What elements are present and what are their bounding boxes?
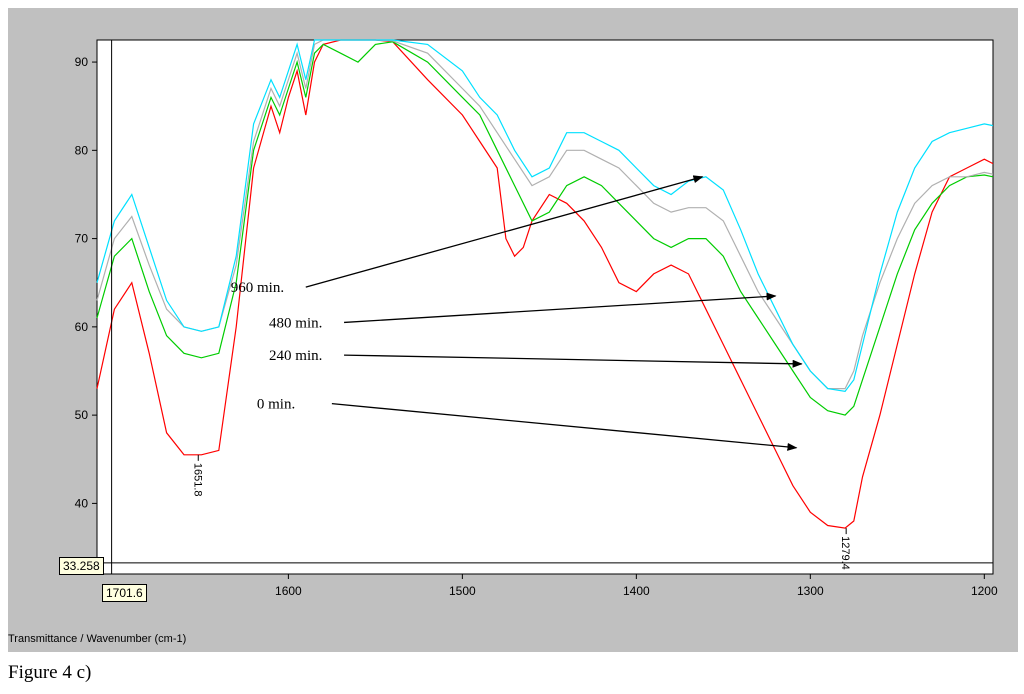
x-tick-label: 1200 bbox=[971, 584, 998, 598]
x-tick-label: 1500 bbox=[449, 584, 476, 598]
series-line-1 bbox=[96, 41, 994, 416]
series-group bbox=[96, 39, 994, 529]
x-cursor-readout: 1701.6 bbox=[102, 584, 147, 602]
y-tick-label: 90 bbox=[75, 55, 89, 69]
y-tick-label: 50 bbox=[75, 408, 89, 422]
y-tick-label: 40 bbox=[75, 496, 89, 510]
x-tick-label: 1600 bbox=[275, 584, 302, 598]
peak-label: 1279.4 bbox=[839, 536, 851, 570]
x-tick-label: 1300 bbox=[797, 584, 824, 598]
y-axis: 40 50 60 70 80 90 bbox=[75, 55, 97, 510]
annotation-label-1: 480 min. bbox=[269, 315, 322, 331]
annotation-arrow-1 bbox=[344, 292, 777, 324]
x-axis: 1600 1500 1400 1300 1200 bbox=[275, 574, 998, 598]
annotation-arrow-2 bbox=[344, 354, 803, 368]
peak-labels: 1651.8 1279.4 bbox=[191, 454, 851, 570]
cursor-group bbox=[97, 40, 993, 574]
y-tick-label: 70 bbox=[75, 232, 89, 246]
x-tick-label: 1400 bbox=[623, 584, 650, 598]
annotation-arrow-3 bbox=[331, 403, 798, 451]
y-tick-label: 60 bbox=[75, 320, 89, 334]
annotation-label-2: 240 min. bbox=[269, 348, 322, 364]
annotation-arrow-0 bbox=[305, 175, 704, 288]
series-line-2 bbox=[96, 39, 994, 390]
figure-caption: Figure 4 c) bbox=[8, 662, 92, 683]
axis-title: Transmittance / Wavenumber (cm-1) bbox=[8, 633, 187, 645]
annotations: 960 min. 480 min. 240 min. 0 min. bbox=[231, 175, 803, 451]
y-cursor-readout: 33.258 bbox=[59, 557, 104, 575]
peak-label: 1651.8 bbox=[191, 463, 203, 497]
annotation-label-0: 960 min. bbox=[231, 280, 284, 296]
y-tick-label: 80 bbox=[75, 143, 89, 157]
series-line-3 bbox=[96, 39, 994, 392]
plot-area[interactable] bbox=[96, 39, 994, 575]
annotation-label-3: 0 min. bbox=[257, 397, 295, 413]
